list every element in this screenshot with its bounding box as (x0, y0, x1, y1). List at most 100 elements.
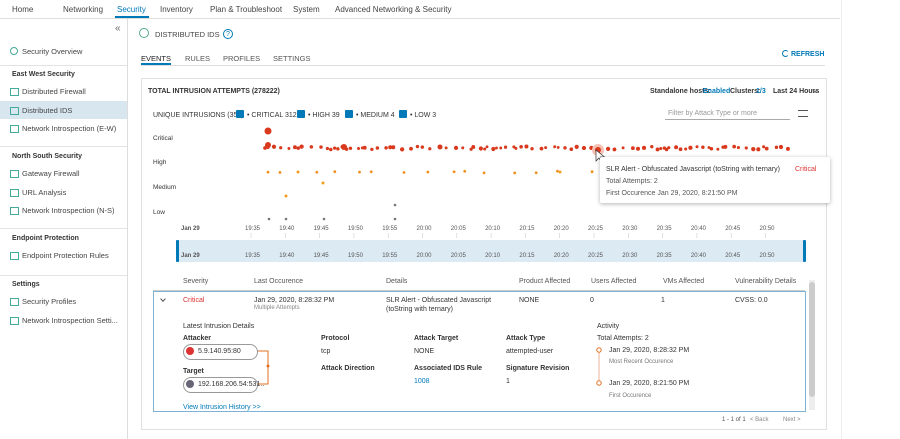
target-ip: 192.168.206.54:531.. (198, 381, 265, 388)
time-tick-label: 20:15 (519, 253, 535, 259)
page-title: DISTRIBUTED IDS (155, 30, 220, 39)
label: Attack Target (414, 335, 459, 342)
nav-item[interactable]: Plan & Troubleshoot (210, 5, 283, 14)
page-button[interactable]: Next > (783, 417, 801, 423)
sidebar-item[interactable]: Network Introspection (E-W) (22, 124, 117, 133)
page-button[interactable]: < Back (750, 417, 769, 423)
panel-title: TOTAL INTRUSION ATTEMPTS (278222) (148, 88, 280, 95)
icon (10, 170, 19, 178)
cell-note: Multiple Attempts (254, 305, 300, 311)
event-dot (723, 144, 728, 149)
event-dot (321, 181, 325, 185)
filter-placeholder: Filter by Attack Type or more (668, 110, 757, 117)
time-tick-label: 20:25 (588, 253, 604, 259)
sidebar-item[interactable]: Security Overview (22, 47, 83, 56)
event-dot (463, 169, 467, 173)
event-dot (357, 146, 361, 150)
filter-label: • CRITICAL 312 (247, 112, 297, 119)
time-tick-label: 20:30 (622, 226, 638, 232)
cell: Jan 29, 2020, 8:28:32 PM (254, 297, 335, 304)
icon (10, 207, 19, 215)
icon (10, 316, 19, 325)
collapse-button[interactable]: « (115, 23, 121, 34)
time-tick-label: 20:40 (690, 253, 706, 259)
sidebar-item[interactable]: Distributed Firewall (22, 87, 86, 96)
header-border (153, 290, 805, 291)
time-tick-label: 20:10 (485, 226, 501, 232)
tab[interactable]: EVENTS (141, 54, 172, 63)
tab[interactable]: SETTINGS (273, 54, 311, 63)
tab[interactable]: RULES (185, 54, 211, 63)
sidebar-item[interactable]: Endpoint Protection Rules (22, 251, 109, 260)
dropdown[interactable]: Last 24 Hours (773, 88, 820, 95)
event-dot (322, 217, 326, 221)
sidebar-item[interactable]: Security Profiles (22, 297, 77, 306)
icon (10, 125, 19, 133)
event-dot (469, 147, 473, 151)
event-dot (348, 146, 353, 151)
time-tick-label: 20:35 (656, 226, 672, 232)
event-dot (762, 145, 766, 149)
value[interactable]: 1008 (414, 378, 430, 385)
event-dot (384, 146, 388, 150)
nav-item[interactable]: Advanced Networking & Security (335, 5, 452, 14)
event-dot (437, 144, 443, 150)
nav-item[interactable]: Security (117, 5, 146, 14)
checkbox[interactable] (236, 110, 244, 118)
filter-input[interactable] (665, 106, 790, 120)
event-dot (292, 145, 297, 150)
cell: 0 (590, 297, 594, 304)
value: tcp (321, 348, 331, 355)
attacker-pill (183, 344, 258, 360)
event-dot (514, 146, 518, 150)
value: Jan 29, 2020, 8:28:32 PM (609, 347, 690, 354)
checkbox[interactable] (345, 110, 353, 118)
time-tick-label: 20:25 (588, 226, 604, 232)
value[interactable]: Enabled (703, 88, 731, 95)
cell: CVSS: 0.0 (735, 297, 768, 304)
nav-item[interactable]: Inventory (160, 5, 193, 14)
event-dot (284, 194, 288, 198)
time-tick-label: 20:45 (725, 253, 741, 259)
attacker-icon (186, 347, 194, 355)
nav-item[interactable]: Networking (63, 5, 104, 14)
event-dot (499, 146, 503, 150)
sidebar-item[interactable]: Network Introspection (N-S) (22, 206, 115, 215)
event-dot (393, 217, 397, 221)
nav-item[interactable]: Home (12, 5, 34, 14)
slider-handle[interactable] (176, 240, 179, 262)
cell: NONE (519, 297, 540, 304)
time-tick-label: 20:05 (450, 226, 466, 232)
label: UNIQUE INTRUSIONS (358) (153, 112, 244, 119)
sidebar-item[interactable]: URL Analysis (22, 187, 67, 197)
nav-item[interactable]: System (293, 5, 320, 14)
sidebar-item[interactable]: Network Introspection Setti... (22, 315, 118, 325)
timeline-slider[interactable] (178, 240, 805, 262)
tooltip-severity: Critical (795, 166, 817, 173)
event-dot (482, 171, 486, 175)
tab[interactable]: PROFILES (223, 54, 261, 63)
event-dot (539, 146, 544, 151)
time-tick-label: 20:00 (416, 253, 432, 259)
checkbox[interactable] (399, 110, 407, 118)
checkbox[interactable] (297, 110, 305, 118)
event-dot (265, 142, 271, 148)
slider-handle[interactable] (803, 240, 806, 262)
refresh-button[interactable]: REFRESH (791, 51, 825, 58)
label: Attack Direction (321, 365, 375, 372)
note: First Occurence (609, 393, 652, 399)
event-dot (695, 145, 699, 149)
cell: 1 (661, 297, 665, 304)
value[interactable]: 1/3 (756, 88, 766, 95)
event-dot (309, 145, 314, 149)
event-dot (393, 203, 397, 207)
menu-icon[interactable] (798, 110, 808, 117)
sidebar-item[interactable]: Gateway Firewall (22, 169, 80, 178)
sidebar-item[interactable]: Distributed IDS (22, 105, 73, 115)
label: Standalone hosts: (650, 88, 711, 95)
link[interactable]: View Intrusion History >> (183, 404, 261, 411)
help-icon[interactable]: ? (226, 31, 230, 38)
sidebar-section: Settings (12, 281, 40, 288)
event-dot (402, 171, 406, 174)
time-tick-label: 20:35 (656, 253, 672, 259)
